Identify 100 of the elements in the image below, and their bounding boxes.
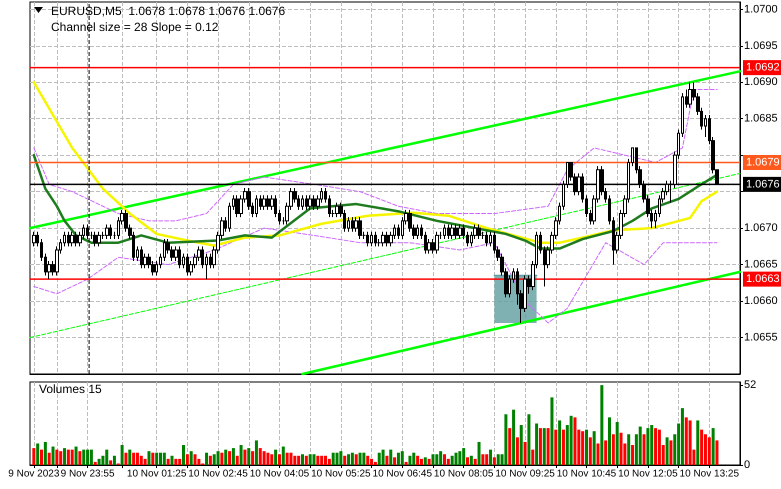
bar <box>374 462 377 465</box>
candlestick <box>74 231 78 247</box>
line-series <box>33 228 718 324</box>
bar <box>485 454 488 465</box>
bar <box>508 428 512 465</box>
bar <box>596 443 600 465</box>
bar <box>474 458 477 465</box>
bar <box>55 450 58 465</box>
bar <box>52 446 55 465</box>
bar <box>132 452 136 465</box>
bar <box>684 417 688 465</box>
candlestick <box>416 224 419 240</box>
bar <box>258 448 262 465</box>
y-tick-label: 1.0665 <box>744 258 778 271</box>
bar <box>178 458 182 465</box>
candlestick <box>485 231 488 247</box>
candlestick <box>32 231 36 247</box>
bar <box>416 456 420 465</box>
bar <box>680 408 684 465</box>
candlestick <box>70 231 74 247</box>
candlestick <box>450 224 454 240</box>
bar <box>531 450 534 465</box>
bar <box>194 454 197 465</box>
bar <box>208 456 212 465</box>
bar <box>696 420 700 465</box>
x-tick-label: 10 Nov 10:45 <box>556 468 617 480</box>
candlestick <box>366 231 369 247</box>
y-tick-label: 1.0655 <box>744 332 778 344</box>
bar <box>82 450 86 465</box>
candlestick <box>266 194 270 210</box>
candlestick <box>447 224 450 240</box>
bar <box>570 416 573 465</box>
candlestick <box>178 246 181 269</box>
y-tick-label: 0 <box>744 459 750 471</box>
bar <box>44 442 47 465</box>
bar <box>297 456 300 465</box>
bar <box>489 450 492 465</box>
bar <box>224 450 228 465</box>
bar <box>220 452 224 465</box>
y-tick-label: 1.0700 <box>744 3 778 16</box>
bar <box>396 452 400 465</box>
candlestick <box>186 253 189 276</box>
y-tick-label: 1.0685 <box>744 112 778 125</box>
bar <box>124 452 128 465</box>
bar <box>378 452 381 465</box>
bar <box>400 451 404 465</box>
bar <box>516 437 519 465</box>
bar <box>174 458 178 465</box>
chart-title: Volumes 15 <box>39 382 102 396</box>
bar <box>120 445 124 465</box>
bar <box>266 452 270 465</box>
bar <box>286 452 289 465</box>
bar <box>584 430 588 465</box>
bar <box>462 448 466 465</box>
bar <box>274 450 278 465</box>
bar <box>289 452 292 465</box>
candlestick <box>443 224 446 240</box>
bar <box>109 460 112 465</box>
x-tick-label: 9 Nov 23:55 <box>60 468 115 480</box>
bar <box>439 451 442 465</box>
candlestick <box>255 194 258 218</box>
bar <box>404 462 408 465</box>
bar <box>478 442 481 465</box>
bar <box>512 410 516 465</box>
x-tick-label: 10 Nov 02:45 <box>188 468 248 480</box>
candlestick <box>688 82 692 108</box>
bar <box>144 458 147 465</box>
bar <box>312 454 316 465</box>
candlestick <box>67 231 70 247</box>
bar <box>90 450 93 465</box>
bar <box>435 454 438 465</box>
bar <box>155 452 158 465</box>
bar <box>63 448 66 465</box>
bar <box>158 452 162 465</box>
bar <box>588 437 592 465</box>
bar <box>170 456 174 465</box>
candlestick <box>140 246 143 269</box>
bar <box>688 420 692 465</box>
bar <box>370 458 374 465</box>
bar <box>538 428 542 465</box>
bar <box>270 454 274 465</box>
bar <box>48 452 51 465</box>
bar <box>638 426 642 465</box>
bar <box>343 456 346 465</box>
bar <box>666 437 669 465</box>
candlestick <box>351 216 354 232</box>
bar <box>708 437 711 465</box>
bar <box>216 451 220 465</box>
x-tick-label: 10 Nov 12:05 <box>618 468 678 480</box>
bar <box>166 458 170 465</box>
bar <box>247 448 250 465</box>
candlestick <box>262 194 266 210</box>
x-tick-label: 10 Nov 13:25 <box>680 468 740 480</box>
candlestick <box>109 224 112 240</box>
bar <box>442 454 446 465</box>
candlestick <box>97 231 101 247</box>
bar <box>186 454 189 465</box>
bar <box>393 457 396 465</box>
ref-line-label: 1.0692 <box>746 62 780 74</box>
bar <box>450 456 454 465</box>
